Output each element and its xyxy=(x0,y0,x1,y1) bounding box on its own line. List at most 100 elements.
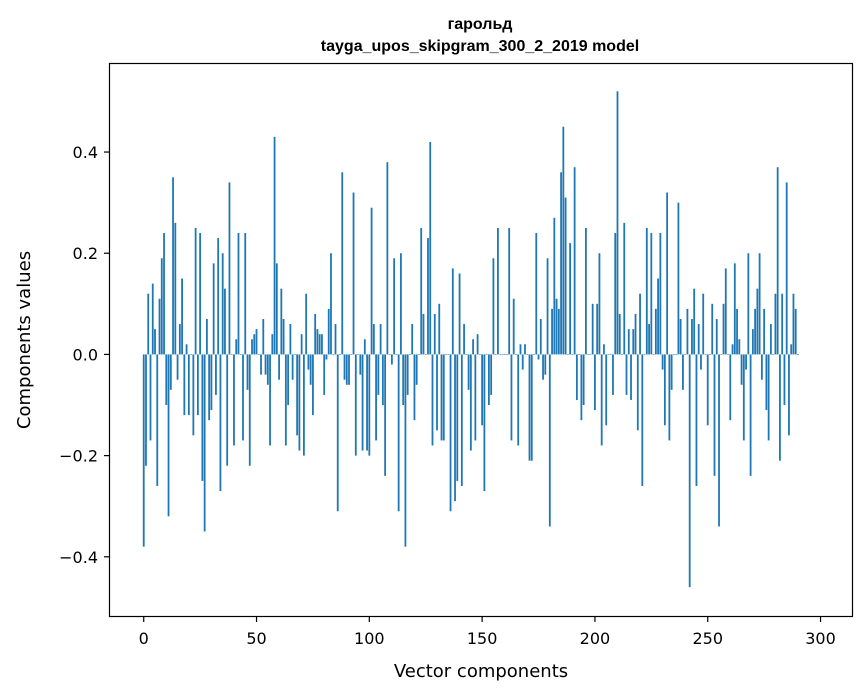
bar xyxy=(666,192,669,355)
bar xyxy=(454,354,456,502)
bar xyxy=(199,232,202,355)
bar xyxy=(142,354,145,547)
bar xyxy=(697,324,700,355)
bar xyxy=(208,354,211,421)
bar xyxy=(368,354,371,456)
bar xyxy=(465,354,468,356)
x-tick-label: 0 xyxy=(139,629,149,648)
y-tick-label: 0.4 xyxy=(73,143,98,162)
bar xyxy=(503,354,506,356)
bar xyxy=(451,268,454,355)
bar xyxy=(192,354,195,436)
bar xyxy=(555,298,558,355)
bar xyxy=(634,313,637,355)
bar xyxy=(418,354,420,356)
bar xyxy=(548,354,551,527)
x-tick-label: 250 xyxy=(692,629,723,648)
bar xyxy=(751,329,754,355)
bar xyxy=(149,354,152,441)
bar xyxy=(654,308,657,355)
bar xyxy=(348,354,350,385)
bar xyxy=(154,329,156,355)
bar xyxy=(774,293,777,355)
bar xyxy=(190,354,192,356)
bar xyxy=(445,354,447,356)
bar xyxy=(715,319,718,355)
bar xyxy=(275,263,278,355)
bar xyxy=(506,354,508,356)
bar xyxy=(145,354,147,466)
bar xyxy=(420,227,423,355)
bar xyxy=(246,354,249,390)
bar xyxy=(375,354,377,441)
bar xyxy=(722,303,725,355)
bar xyxy=(533,354,535,356)
bar xyxy=(772,354,775,356)
bar xyxy=(469,354,472,451)
bar xyxy=(309,354,312,385)
bar xyxy=(539,319,542,355)
bar xyxy=(332,354,335,356)
bar xyxy=(625,354,628,395)
bar xyxy=(343,354,346,380)
bar xyxy=(487,354,490,406)
bar xyxy=(185,344,188,355)
bar xyxy=(271,334,274,355)
bar xyxy=(691,319,693,355)
bar xyxy=(472,339,474,355)
bar xyxy=(575,354,578,400)
bar xyxy=(686,308,689,355)
bar xyxy=(521,354,524,370)
bar xyxy=(293,354,296,356)
bar xyxy=(573,167,576,355)
bar xyxy=(174,222,177,355)
bar xyxy=(307,354,310,370)
bar xyxy=(303,354,305,456)
bar xyxy=(476,334,479,355)
bar xyxy=(661,354,664,370)
bar xyxy=(760,354,763,380)
y-tick-label: 0.2 xyxy=(73,244,98,263)
bar xyxy=(510,354,513,441)
bar xyxy=(792,293,795,355)
bar xyxy=(239,354,242,356)
bar xyxy=(580,354,583,421)
bar xyxy=(490,354,493,395)
bar xyxy=(316,329,319,355)
bar xyxy=(731,344,734,355)
bar xyxy=(643,354,646,356)
bar xyxy=(605,354,608,426)
bar xyxy=(282,319,285,355)
bar xyxy=(733,263,736,355)
bar xyxy=(652,354,655,356)
bar xyxy=(607,354,610,356)
bar xyxy=(384,354,387,476)
x-tick-label: 200 xyxy=(580,629,611,648)
bar xyxy=(738,339,741,355)
bar xyxy=(151,283,154,355)
bar xyxy=(603,344,605,355)
bar xyxy=(219,354,222,492)
bar xyxy=(562,126,565,355)
bar xyxy=(749,354,752,476)
bar xyxy=(163,232,165,355)
bar xyxy=(413,354,416,421)
bar xyxy=(436,354,438,431)
bar xyxy=(587,354,590,356)
bar xyxy=(228,182,231,355)
chart-subtitle: tayga_upos_skipgram_300_2_2019 model xyxy=(321,38,639,55)
bar xyxy=(284,354,287,446)
bar xyxy=(650,232,653,355)
x-tick-label: 300 xyxy=(805,629,836,648)
bar xyxy=(187,354,190,416)
bar xyxy=(447,354,450,356)
bar xyxy=(740,354,743,385)
bar xyxy=(422,313,425,355)
bar xyxy=(600,354,603,446)
bar xyxy=(251,339,253,355)
bar xyxy=(481,354,484,426)
bar xyxy=(497,227,499,355)
bar xyxy=(672,354,675,356)
bar xyxy=(612,354,614,395)
